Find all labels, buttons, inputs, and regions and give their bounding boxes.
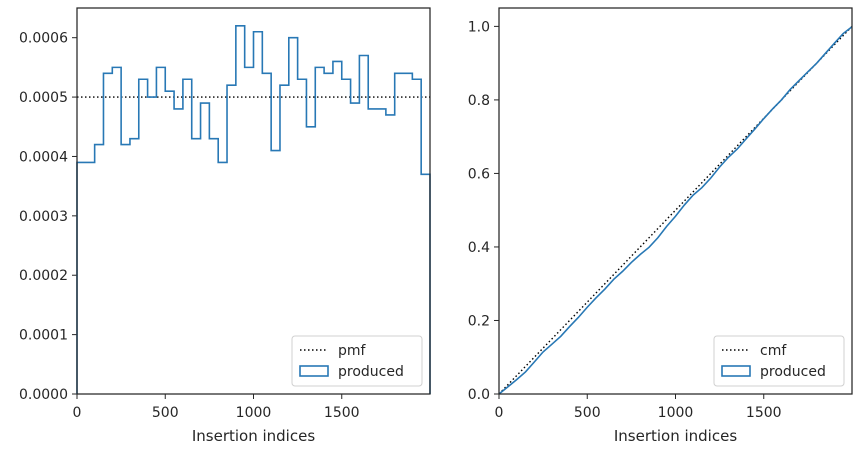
panel-2-legend-reference-label: cmf <box>760 343 787 359</box>
panel-1-legend-series-swatch <box>299 365 329 377</box>
panel-2-legend-series-label: produced <box>760 364 826 380</box>
panel-1-y-tick-label: 0.0001 <box>19 328 68 344</box>
panel-2-x-axis-label: Insertion indices <box>614 427 737 445</box>
panel-1-legend-box <box>291 335 423 387</box>
panel-2-series-produced <box>498 26 853 395</box>
panel-2-x-tick-label: 0 <box>495 405 504 421</box>
panel-2-y-tick-label: 1.0 <box>468 19 490 35</box>
panel-1-y-tick-label: 0.0004 <box>19 149 68 165</box>
panel-2-x-tick-label: 1500 <box>746 405 782 421</box>
panel-1-legend-reference-label: pmf <box>338 343 367 359</box>
panel-2-legend-box <box>713 335 845 387</box>
panel-2-axes-frame <box>498 7 853 395</box>
panel-1-x-axis-label: Insertion indices <box>192 427 315 445</box>
panel-2-x-tick-label: 500 <box>574 405 601 421</box>
panel-2-y-tick-label: 0.2 <box>468 313 490 329</box>
panel-2-y-tick-label: 0.6 <box>468 166 490 182</box>
panel-1-x-tick-label: 1500 <box>324 405 360 421</box>
panel-1-series-produced <box>76 25 431 394</box>
panel-1-y-tick-label: 0.0003 <box>19 209 68 225</box>
panel-2-reference-line <box>498 25 853 395</box>
panel-2-y-tick-label: 0.8 <box>468 93 490 109</box>
panel-1-y-tick-label: 0.0000 <box>19 387 68 403</box>
panel-1-axes-frame <box>76 7 431 395</box>
panel-2-y-tick-label: 0.4 <box>468 240 490 256</box>
panel-1-x-tick-label: 500 <box>152 405 179 421</box>
panel-1-y-tick-label: 0.0006 <box>19 31 68 47</box>
panel-1-x-tick-label: 1000 <box>236 405 272 421</box>
panel-1-y-tick-label: 0.0002 <box>19 268 68 284</box>
panel-2-x-tick-label: 1000 <box>658 405 694 421</box>
panel-1-x-tick-label: 0 <box>73 405 82 421</box>
panel-2-legend-series-swatch <box>721 365 751 377</box>
panel-2-y-tick-label: 0.0 <box>468 387 490 403</box>
panel-1-y-tick-label: 0.0005 <box>19 90 68 106</box>
panel-1-legend-series-label: produced <box>338 364 404 380</box>
